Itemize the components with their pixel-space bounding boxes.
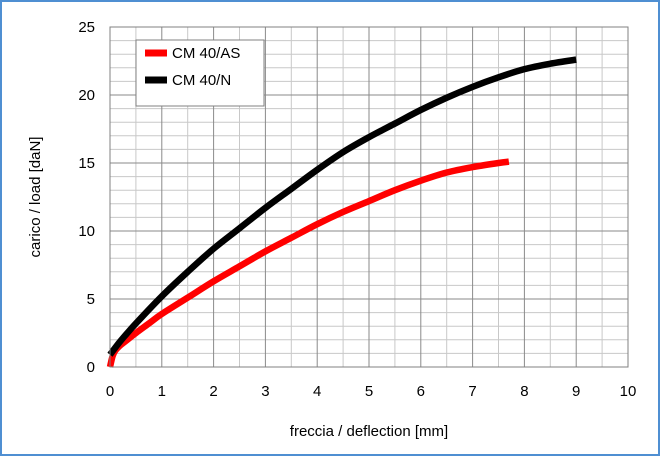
x-axis-title: freccia / deflection [mm] [290, 423, 448, 440]
y-tick-label: 15 [78, 155, 95, 172]
x-tick-label: 1 [158, 383, 166, 400]
y-tick-label: 20 [78, 87, 95, 104]
x-tick-label: 3 [261, 383, 269, 400]
x-tick-label: 2 [209, 383, 217, 400]
plot-border [109, 26, 629, 368]
y-tick-label: 10 [78, 223, 95, 240]
y-tick-label: 5 [87, 291, 95, 308]
x-tick-label: 10 [620, 383, 637, 400]
y-tick-labels: 0 5 10 15 20 25 [78, 19, 95, 376]
series-layer [106, 56, 577, 368]
y-tick-label: 0 [87, 359, 95, 376]
x-tick-label: 6 [417, 383, 425, 400]
legend-label-cm40n: CM 40/N [172, 72, 231, 89]
series-line-cm-40-n [107, 56, 577, 357]
x-tick-label: 5 [365, 383, 373, 400]
x-tick-label: 7 [468, 383, 476, 400]
legend-label-cm40as: CM 40/AS [172, 45, 240, 62]
y-axis-title: carico / load [daN] [27, 137, 44, 258]
y-tick-label: 25 [78, 19, 95, 36]
x-tick-labels: 0 1 2 3 4 5 6 7 8 9 10 [106, 383, 637, 400]
x-tick-label: 9 [572, 383, 580, 400]
legend: CM 40/AS CM 40/N [135, 39, 265, 107]
x-tick-label: 4 [313, 383, 321, 400]
x-tick-label: 8 [520, 383, 528, 400]
x-tick-label: 0 [106, 383, 114, 400]
